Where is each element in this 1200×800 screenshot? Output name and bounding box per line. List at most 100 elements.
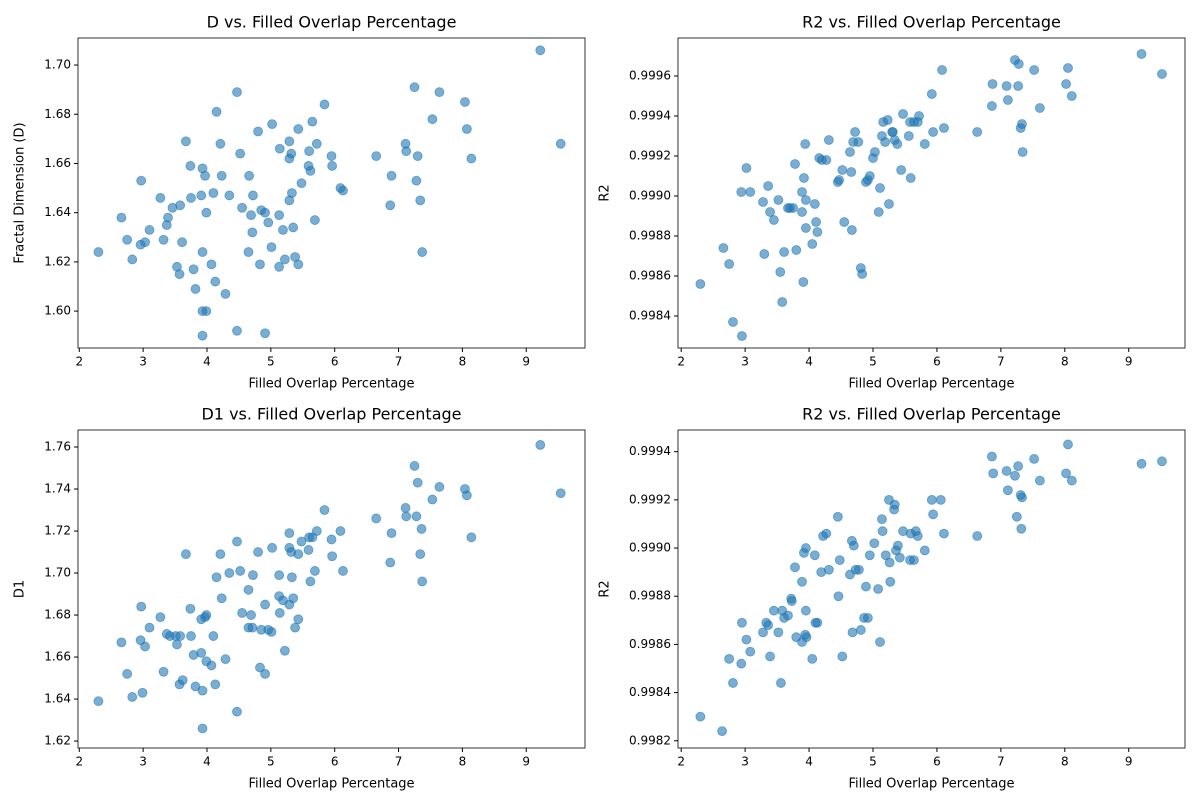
scatter-point [232, 325, 242, 336]
x-tick-label: 7 [395, 355, 403, 369]
scatter-point [884, 199, 894, 209]
scatter-point [237, 608, 248, 618]
scatter-point [791, 245, 802, 255]
scatter-point [232, 87, 242, 98]
axes-frame [77, 429, 586, 749]
scatter-point [274, 570, 285, 581]
scatter-point [928, 509, 938, 520]
scatter-point [1063, 439, 1073, 450]
scatter-point [724, 259, 735, 269]
scatter-point [266, 242, 277, 253]
x-tick-label: 6 [331, 755, 339, 769]
scatter-point [288, 593, 299, 604]
x-tick-label: 9 [522, 355, 530, 369]
y-tick-label: 1.62 [44, 734, 71, 748]
scatter-point [1066, 475, 1077, 486]
x-tick-label: 3 [139, 355, 147, 369]
scatter-point [807, 239, 818, 249]
scatter-point [279, 254, 290, 265]
scatter-point [235, 148, 246, 159]
scatter-point [307, 116, 318, 127]
scatter-point [861, 581, 871, 592]
scatter-point [386, 528, 397, 539]
scatter-point [278, 225, 288, 235]
scatter-point [769, 605, 779, 616]
x-tick-label: 2 [75, 355, 83, 369]
scatter-point [188, 264, 199, 275]
y-tick-label: 1.66 [44, 156, 71, 170]
x-tick-label: 5 [869, 355, 877, 369]
y-axis-label: Fractal Dimension (D) [13, 122, 28, 263]
scatter-point [293, 124, 304, 134]
scatter-point [116, 212, 127, 223]
scatter-point [834, 555, 845, 565]
scatter-point [206, 660, 217, 671]
scatter-point [158, 666, 169, 677]
scatter-point [186, 193, 196, 203]
scatter-point [939, 123, 949, 133]
scatter-point [812, 617, 823, 628]
scatter-point [777, 297, 788, 307]
scatter-point [326, 151, 337, 161]
scatter-point [246, 210, 256, 221]
scatter-point [211, 106, 222, 117]
scatter-point [260, 328, 270, 339]
scatter-point [235, 566, 246, 576]
scatter-point [409, 82, 420, 93]
scatter-point [172, 639, 182, 650]
scatter-point [1157, 456, 1167, 467]
scatter-point [412, 477, 423, 488]
scatter-point [247, 622, 258, 633]
scatter-point [555, 488, 566, 499]
scatter-point [889, 499, 900, 510]
scatter-point [988, 468, 999, 479]
scatter-point [912, 531, 923, 541]
scatter-point [919, 139, 930, 149]
x-tick-label: 3 [741, 755, 749, 769]
scatter-point [821, 155, 832, 165]
scatter-point [293, 614, 304, 625]
scatter-point [185, 603, 196, 614]
scatter-point [797, 207, 807, 217]
scatter-point [127, 254, 138, 265]
scatter-point [466, 153, 477, 164]
scatter-point [253, 547, 263, 557]
scatter-point [1013, 81, 1024, 91]
scatter-point [232, 706, 242, 717]
scatter-point [416, 524, 427, 534]
scatter-point [765, 207, 775, 217]
scatter-point [210, 679, 221, 690]
chart-title: D vs. Filled Overlap Percentage [207, 13, 457, 32]
scatter-point [1029, 65, 1040, 75]
scatter-point [246, 610, 256, 620]
scatter-point [215, 138, 226, 149]
y-axis-label: R2 [598, 580, 613, 597]
x-tick-label: 2 [75, 755, 83, 769]
scatter-point [460, 97, 470, 107]
scatter-point [832, 511, 843, 522]
scatter-point [274, 210, 285, 221]
scatter-point [833, 591, 844, 602]
scatter-point [461, 490, 472, 501]
scatter-point [894, 552, 905, 563]
scatter-point [737, 617, 747, 628]
x-tick-label: 8 [459, 755, 467, 769]
scatter-point [790, 562, 800, 573]
y-tick-label: 0.9982 [629, 733, 671, 747]
scatter-point [287, 572, 297, 583]
x-tick-label: 4 [203, 755, 211, 769]
x-tick-label: 5 [869, 755, 877, 769]
scatter-point [200, 170, 210, 181]
scatter-point [887, 127, 898, 137]
scatter-point [309, 566, 320, 576]
scatter-point [882, 115, 893, 125]
scatter-point [197, 330, 208, 341]
scatter-point [758, 627, 768, 638]
x-tick-label: 2 [677, 355, 685, 369]
y-axis-label: D1 [13, 580, 28, 598]
scatter-point [695, 711, 706, 722]
scatter-point [371, 513, 382, 524]
scatter-point [775, 267, 786, 277]
scatter-point [893, 540, 903, 551]
y-tick-label: 0.9988 [629, 229, 671, 243]
